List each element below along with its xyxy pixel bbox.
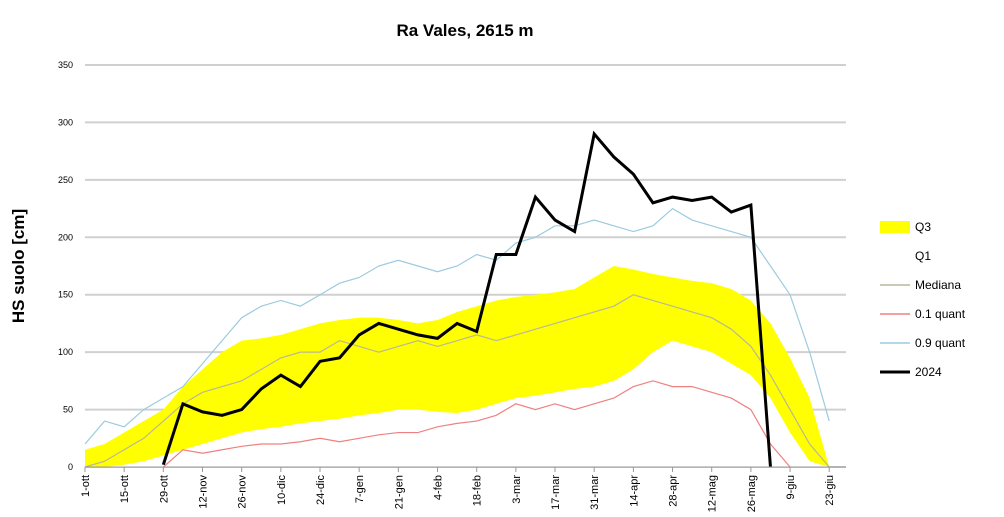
- y-tick-label: 300: [58, 117, 73, 127]
- x-tick-label: 29-ott: [158, 475, 170, 503]
- x-tick-label: 10-dic: [276, 475, 288, 505]
- x-tick-label: 12-nov: [198, 475, 210, 509]
- x-tick-label: 12-mag: [707, 475, 719, 512]
- x-tick-label: 4-feb: [433, 475, 445, 500]
- x-tick-label: 31-mar: [589, 475, 601, 510]
- x-tick-label: 17-mar: [550, 475, 562, 510]
- y-tick-label: 200: [58, 232, 73, 242]
- x-tick-label: 21-gen: [393, 475, 405, 509]
- chart-title: Ra Vales, 2615 m: [396, 21, 533, 40]
- y-axis-label: HS suolo [cm]: [9, 209, 28, 323]
- line: [84, 207, 830, 445]
- x-tick-label: 26-mag: [746, 475, 758, 512]
- y-tick-label: 150: [58, 290, 73, 300]
- legend-label: Q1: [915, 249, 931, 263]
- y-tick-label: 100: [58, 347, 73, 357]
- legend-label: 0.1 quant: [915, 307, 966, 321]
- line: [161, 130, 772, 468]
- x-tick-label: 3-mar: [511, 475, 523, 504]
- x-tick-label: 1-ott: [80, 475, 92, 497]
- x-tick-label: 7-gen: [354, 475, 366, 503]
- x-tick-label: 18-feb: [472, 475, 484, 506]
- legend-label: 2024: [915, 365, 942, 379]
- legend-label: Q3: [915, 220, 931, 234]
- x-tick-label: 23-giu: [824, 475, 836, 506]
- x-tick-label: 28-apr: [668, 475, 680, 507]
- x-tick-label: 15-ott: [119, 475, 131, 503]
- x-tick-label: 9-giu: [785, 475, 797, 499]
- y-tick-label: 0: [68, 462, 73, 472]
- y-tick-label: 250: [58, 175, 73, 185]
- legend-label: 0.9 quant: [915, 336, 966, 350]
- y-tick-label: 50: [63, 405, 73, 415]
- line: [162, 380, 791, 468]
- line: [84, 294, 830, 468]
- legend-label: Mediana: [915, 278, 961, 292]
- x-tick-label: 24-dic: [315, 475, 327, 505]
- x-tick-label: 14-apr: [628, 475, 640, 507]
- area: [85, 340, 830, 467]
- y-tick-label: 350: [58, 60, 73, 70]
- legend-swatch: [880, 250, 910, 262]
- legend-swatch: [880, 221, 910, 233]
- x-tick-label: 26-nov: [237, 475, 249, 509]
